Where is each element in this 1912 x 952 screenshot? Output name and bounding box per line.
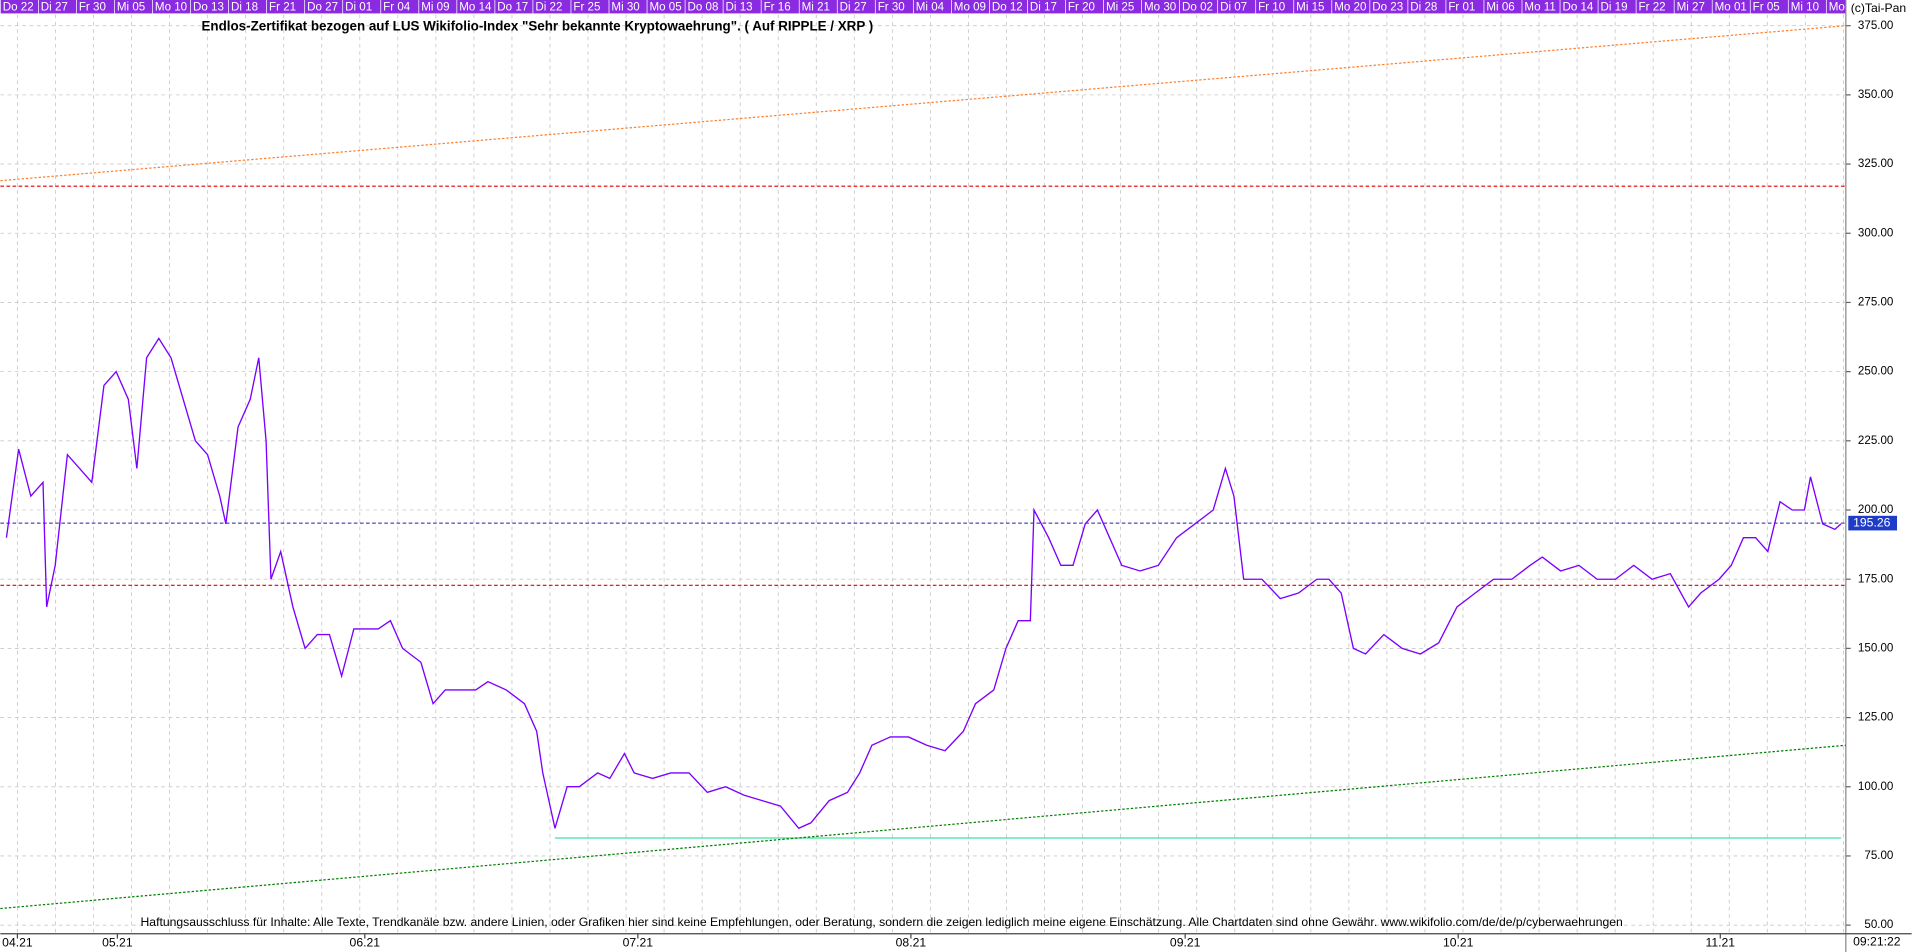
date-label: Mi 21 — [802, 1, 830, 13]
date-label: Di 27 — [41, 1, 68, 13]
date-label: Fr 10 — [1258, 1, 1285, 13]
date-label: Di 19 — [1601, 1, 1628, 13]
date-label: Mi 27 — [1677, 1, 1705, 13]
date-label: Fr 30 — [79, 1, 106, 13]
x-tick-label: 05.21 — [102, 936, 133, 950]
date-label: Di 13 — [726, 1, 753, 13]
date-label: Mo 20 — [1334, 1, 1366, 13]
date-label: Di 18 — [231, 1, 258, 13]
y-tick-label: 75.00 — [1864, 850, 1893, 862]
footer: Haftungsausschluss für Inhalte: Alle Tex… — [141, 915, 1623, 929]
date-label: Mo 11 — [1524, 1, 1555, 13]
date-label: Do 08 — [688, 1, 719, 13]
chart-title: Endlos-Zertifikat bezogen auf LUS Wikifo… — [201, 18, 873, 33]
y-tick-label: 50.00 — [1864, 919, 1893, 931]
date-label: Fr 04 — [383, 1, 411, 13]
y-tick-label: 300.00 — [1858, 227, 1893, 239]
x-tick-label: 10.21 — [1443, 936, 1474, 950]
date-label: Fr 22 — [1639, 1, 1666, 13]
date-label: Mi 09 — [421, 1, 449, 13]
date-label: Mi 25 — [1106, 1, 1134, 13]
y-tick-label: 350.00 — [1858, 89, 1893, 101]
date-label: Do 27 — [307, 1, 338, 13]
date-label: Mi 04 — [916, 1, 945, 13]
watermark: (c)Tai-Pan — [1851, 1, 1906, 15]
y-tick-label: 175.00 — [1858, 573, 1893, 585]
date-label: Di 01 — [345, 1, 372, 13]
date-label: Mo 09 — [954, 1, 986, 13]
trend-line — [0, 25, 1846, 182]
date-label: Mo 10 — [155, 1, 187, 13]
date-label: Fr 05 — [1753, 1, 1780, 13]
date-label: Mi 06 — [1486, 1, 1514, 13]
date-label: Mo 05 — [649, 1, 681, 13]
y-tick-label: 250.00 — [1858, 366, 1893, 378]
date-label: Mo — [1829, 1, 1845, 13]
time-label: 09:21:22 — [1853, 934, 1901, 948]
date-label: Di 17 — [1030, 1, 1057, 13]
date-label: Fr 20 — [1068, 1, 1095, 13]
trend-line — [0, 744, 1846, 910]
date-label: Di 22 — [535, 1, 562, 13]
date-label: Do 14 — [1562, 1, 1593, 13]
date-label: Fr 01 — [1448, 1, 1475, 13]
date-label: Do 12 — [992, 1, 1023, 13]
y-tick-label: 100.00 — [1858, 781, 1893, 793]
x-tick-label: 06.21 — [350, 936, 381, 950]
date-label: Mi 05 — [117, 1, 145, 13]
date-label: Do 02 — [1182, 1, 1213, 13]
date-label: Do 17 — [497, 1, 528, 13]
last-price-label: 195.26 — [1853, 515, 1890, 529]
date-label: Do 23 — [1372, 1, 1403, 13]
date-label: Mi 30 — [611, 1, 639, 13]
date-label: Fr 30 — [878, 1, 905, 13]
date-label: Fr 21 — [269, 1, 296, 13]
x-tick-label: 08.21 — [896, 936, 927, 950]
price-line — [5, 337, 1842, 830]
date-label: Mi 10 — [1791, 1, 1819, 13]
y-tick-label: 150.00 — [1858, 642, 1893, 654]
last-price-box — [1848, 515, 1898, 531]
y-tick-label: 325.00 — [1858, 158, 1893, 170]
date-label: Do 13 — [193, 1, 224, 13]
x-tick-label: 11.21 — [1706, 936, 1736, 950]
y-tick-label: 275.00 — [1858, 297, 1893, 309]
date-label: Di 27 — [840, 1, 867, 13]
y-tick-label: 375.00 — [1858, 20, 1893, 32]
y-tick-label: 125.00 — [1858, 712, 1893, 724]
y-tick-label: 200.00 — [1858, 504, 1893, 516]
x-tick-label: 09.21 — [1170, 936, 1201, 950]
date-label: Mo 14 — [459, 1, 492, 13]
x-tick-label: 04.21 — [2, 936, 33, 950]
x-tick-label: 07.21 — [623, 936, 654, 950]
date-label: Mo 30 — [1144, 1, 1176, 13]
date-label: Do 22 — [3, 1, 34, 13]
date-label: Mo 01 — [1715, 1, 1747, 13]
date-label: Fr 25 — [573, 1, 600, 13]
date-bar — [0, 0, 1846, 14]
date-label: Di 28 — [1410, 1, 1437, 13]
date-label: Fr 16 — [764, 1, 791, 13]
y-tick-label: 225.00 — [1858, 435, 1893, 447]
plot — [0, 0, 1846, 934]
date-label: Mi 15 — [1296, 1, 1324, 13]
date-label: Di 07 — [1220, 1, 1247, 13]
